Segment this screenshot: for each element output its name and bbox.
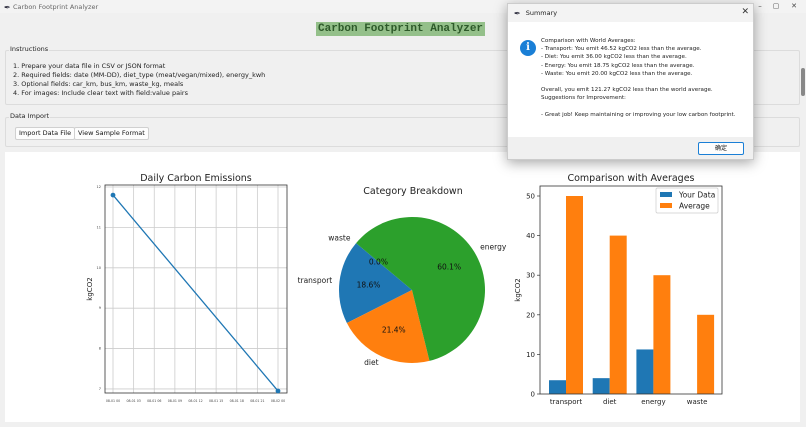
x-tick-label: energy [641, 398, 665, 406]
app-heading: Carbon Footprint Analyzer [316, 22, 486, 36]
x-tick-label: 08-01 18 [230, 399, 244, 403]
pie-slice-energy [356, 216, 486, 361]
legend-swatch [660, 203, 672, 208]
x-tick-label: 08-02 00 [271, 399, 285, 403]
line-chart-title: Daily Carbon Emissions [140, 173, 252, 184]
dialog-body: i Comparison with World Averages: - Tran… [508, 22, 753, 137]
y-tick-label: 40 [526, 232, 535, 240]
dialog-titlebar: ✒ Summary [508, 4, 753, 22]
x-tick-label: 08-01 15 [209, 399, 223, 403]
window-title: Carbon Footprint Analyzer [13, 2, 99, 11]
bar-your-data-transport [549, 380, 566, 394]
y-axis-label: kgCO2 [86, 277, 94, 300]
bar-your-data-diet [592, 378, 610, 394]
data-point [275, 388, 281, 394]
data-point [110, 192, 116, 198]
y-tick-label: 50 [526, 193, 535, 201]
data-import-label: Data Import [9, 112, 51, 120]
pie-pct-label: 18.6% [357, 281, 381, 290]
view-sample-format-button[interactable]: View Sample Format [74, 127, 149, 140]
pie-label: diet [364, 358, 378, 367]
x-tick-label: waste [687, 398, 708, 406]
instructions-label: Instructions [9, 45, 50, 53]
vertical-scrollbar[interactable] [800, 13, 806, 427]
pie-label: waste [328, 233, 351, 242]
x-tick-label: transport [550, 398, 583, 406]
pie-pct-label: 0.0% [369, 257, 388, 266]
minimize-button[interactable]: – [758, 2, 762, 10]
y-tick-label: 12 [97, 185, 101, 189]
app-feather-icon: ✒ [4, 2, 11, 12]
x-tick-label: 08-01 03 [126, 399, 140, 403]
emission-line [112, 194, 279, 392]
import-data-file-button[interactable]: Import Data File [15, 127, 76, 140]
instruction-line: 4. For images: Include clear text with f… [13, 89, 188, 97]
dialog-close-button[interactable]: ✕ [741, 7, 749, 17]
y-tick-label: 30 [526, 272, 535, 280]
instructions-group [5, 50, 800, 105]
pie-pct-label: 60.1% [437, 262, 461, 271]
y-tick-label: 10 [97, 266, 101, 270]
info-icon: i [520, 40, 536, 56]
x-tick-label: 08-01 06 [147, 399, 161, 403]
scrollbar-thumb[interactable] [801, 68, 805, 96]
legend-swatch [660, 192, 672, 197]
y-tick-label: 0 [531, 391, 535, 399]
maximize-button[interactable]: ▢ [772, 2, 780, 10]
bar-average-diet [609, 235, 627, 394]
y-tick-label: 10 [526, 351, 535, 359]
x-tick-label: 08-01 21 [250, 399, 264, 403]
y-tick-label: 7 [99, 387, 101, 391]
pie-chart-title: Category Breakdown [363, 186, 462, 197]
instruction-line: 1. Prepare your data file in CSV or JSON… [13, 62, 166, 70]
ok-button[interactable]: 确定 [698, 142, 744, 155]
summary-dialog: ✒ Summary ✕ i Comparison with World Aver… [507, 3, 754, 160]
bar-chart-title: Comparison with Averages [567, 173, 694, 184]
close-window-button[interactable]: ✕ [791, 2, 797, 10]
line-chart-axes [104, 184, 288, 394]
bar-average-transport [566, 196, 583, 394]
bar-your-data-energy [636, 349, 654, 394]
pie-pct-label: 21.4% [382, 325, 406, 334]
y-axis-label: kgCO2 [514, 278, 522, 301]
x-tick-label: 08-01 00 [106, 399, 120, 403]
x-tick-label: 08-01 12 [188, 399, 202, 403]
instruction-line: 2. Required fields: date (MM-DD), diet_t… [13, 71, 266, 79]
bar-chart-axes [539, 185, 723, 395]
y-tick-label: 11 [97, 225, 101, 229]
pie-slice-diet [346, 290, 430, 363]
dialog-message: Comparison with World Averages: - Transp… [541, 38, 736, 118]
legend-label: Your Data [678, 191, 715, 200]
bar-average-waste [697, 314, 715, 394]
x-tick-label: 08-01 09 [168, 399, 182, 403]
legend-label: Average [679, 202, 710, 211]
dialog-footer: 确定 [508, 137, 753, 159]
dialog-feather-icon: ✒ [514, 8, 521, 18]
x-tick-label: diet [603, 398, 617, 406]
instruction-line: 3. Optional fields: car_km, bus_km, wast… [13, 80, 184, 88]
data-import-group [5, 117, 800, 147]
bar-average-energy [653, 275, 671, 394]
dialog-title: Summary [525, 9, 558, 17]
pie-slice-transport [339, 243, 412, 324]
pie-label: energy [480, 243, 507, 252]
pie-label: transport [298, 276, 333, 285]
y-tick-label: 9 [99, 306, 101, 310]
y-tick-label: 8 [99, 347, 101, 351]
y-tick-label: 20 [526, 311, 535, 319]
